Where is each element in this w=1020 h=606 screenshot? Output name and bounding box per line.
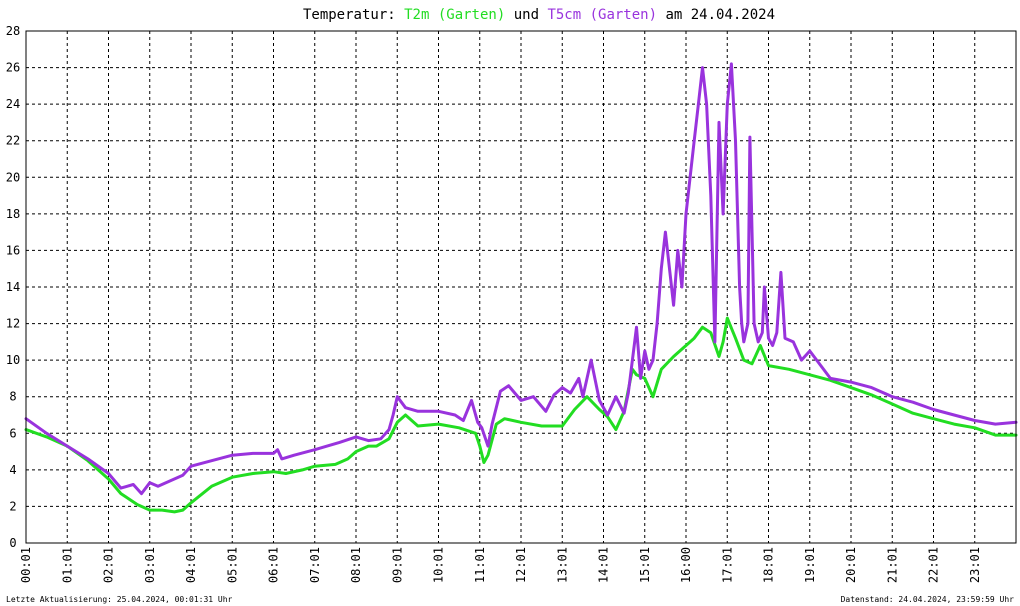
y-tick-label: 2	[9, 499, 16, 513]
grid-layer	[26, 31, 1016, 543]
x-tick-label: 16:00	[679, 547, 693, 583]
y-tick-label: 4	[9, 463, 16, 477]
x-tick-label: 07:01	[308, 547, 322, 583]
x-tick-label: 17:01	[720, 547, 734, 583]
x-tick-label: 01:01	[60, 547, 74, 583]
x-tick-label: 06:01	[267, 547, 281, 583]
x-tick-label: 19:01	[803, 547, 817, 583]
title-middle: und	[505, 7, 547, 23]
x-tick-label: 11:01	[473, 547, 487, 583]
x-tick-label: 13:01	[555, 547, 569, 583]
x-tick-label: 03:01	[143, 547, 157, 583]
title-prefix: Temperatur:	[303, 7, 404, 23]
x-tick-label: 18:01	[762, 547, 776, 583]
x-tick-label: 23:01	[968, 547, 982, 583]
y-tick-label: 20	[6, 170, 20, 184]
x-tick-label: 20:01	[844, 547, 858, 583]
x-tick-label: 15:01	[638, 547, 652, 583]
y-tick-label: 0	[9, 536, 16, 550]
y-tick-label: 16	[6, 243, 20, 257]
x-tick-label: 05:01	[225, 547, 239, 583]
x-tick-label: 02:01	[102, 547, 116, 583]
y-tick-label: 12	[6, 317, 20, 331]
x-tick-label: 14:01	[597, 547, 611, 583]
y-tick-label: 8	[9, 390, 16, 404]
y-tick-label: 28	[6, 24, 20, 38]
y-tick-label: 18	[6, 207, 20, 221]
y-tick-label: 10	[6, 353, 20, 367]
x-tick-label: 12:01	[514, 547, 528, 583]
x-tick-labels: 00:01 01:01 02:01 03:01 04:01 05:01 06:01 07:01…	[19, 547, 982, 583]
series-line-t5cm	[24, 62, 1018, 496]
series-layer	[24, 62, 1018, 514]
x-tick-label: 21:01	[885, 547, 899, 583]
title-series-t2m: T2m (Garten)	[404, 7, 505, 23]
y-tick-label: 26	[6, 61, 20, 75]
chart-title: Temperatur: T2m (Garten) und T5cm (Garte…	[303, 7, 775, 23]
y-tick-label: 22	[6, 134, 20, 148]
footer-last-update: Letzte Aktualisierung: 25.04.2024, 00:01…	[6, 595, 233, 604]
y-tick-label: 24	[6, 97, 20, 111]
x-tick-label: 04:01	[184, 547, 198, 583]
series-line-t2m	[24, 316, 1018, 514]
x-tick-label: 09:01	[390, 547, 404, 583]
x-tick-label: 22:01	[927, 547, 941, 583]
title-suffix: am 24.04.2024	[657, 7, 775, 23]
x-tick-label: 10:01	[432, 547, 446, 583]
x-tick-label: 00:01	[19, 547, 33, 583]
plot-frame	[25, 30, 1017, 544]
title-series-t5cm: T5cm (Garten)	[547, 7, 657, 23]
y-tick-label: 14	[6, 280, 20, 294]
x-tick-label: 08:01	[349, 547, 363, 583]
y-tick-label: 6	[9, 426, 16, 440]
footer-data-status: Datenstand: 24.04.2024, 23:59:59 Uhr	[841, 595, 1015, 604]
